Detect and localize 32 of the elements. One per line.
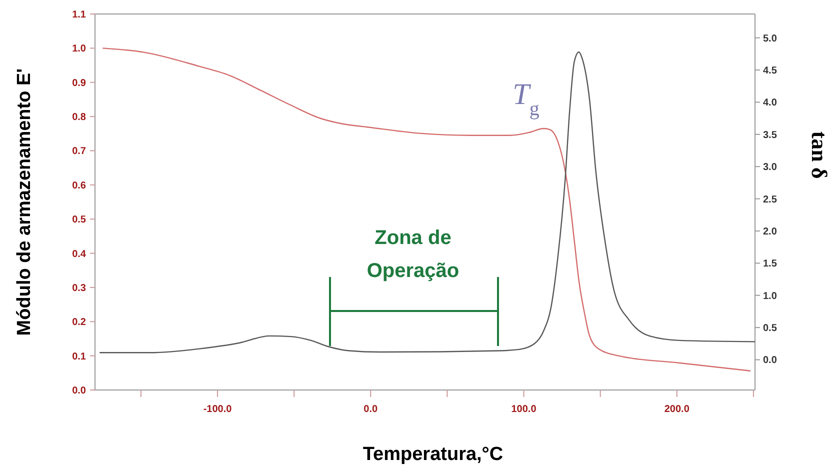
y-tick-label: 0.4 bbox=[72, 248, 86, 260]
y2-tick-label: 1.5 bbox=[763, 258, 778, 270]
x-axis-title: Temperatura,°C bbox=[362, 444, 504, 465]
y-tick-label: 0.7 bbox=[72, 146, 86, 158]
y-tick-label: 0.2 bbox=[72, 317, 86, 328]
y2-tick-label: 2.5 bbox=[763, 194, 778, 206]
x-tick-label: 200.0 bbox=[664, 404, 690, 415]
y2-tick-label: 1.0 bbox=[763, 290, 778, 302]
y2-axis-title: tan δ bbox=[807, 131, 832, 179]
y2-tick-label: 4.0 bbox=[763, 98, 778, 109]
y-tick-label: 1.0 bbox=[72, 44, 86, 55]
y-axis-title: Módulo de armazenamento E' bbox=[14, 68, 35, 336]
y-tick-label: 0.0 bbox=[72, 386, 86, 396]
annotation: Zona de Operação bbox=[366, 227, 460, 282]
y2-tick-label: 0.5 bbox=[763, 323, 778, 334]
y-tick-label: 0.1 bbox=[72, 351, 86, 362]
y-tick-label: 0.3 bbox=[72, 282, 86, 294]
y-tick-label: 0.9 bbox=[72, 78, 86, 89]
x-tick-label: 0.0 bbox=[364, 404, 378, 415]
y-tick-label: 0.5 bbox=[72, 214, 86, 226]
x-tick-label: 100.0 bbox=[511, 404, 537, 415]
y2-tick-label: 5.0 bbox=[763, 33, 778, 44]
y2-tick-label: 0.0 bbox=[763, 355, 778, 366]
y-tick-label: 1.1 bbox=[72, 10, 86, 20]
y2-tick-label: 4.5 bbox=[763, 66, 778, 77]
x-tick-label: -100.0 bbox=[203, 404, 232, 415]
y2-tick-label: 3.5 bbox=[763, 130, 778, 141]
y-tick-label: 0.8 bbox=[72, 112, 86, 124]
annotation: T$_{g}$ bbox=[512, 78, 540, 120]
y2-tick-label: 2.0 bbox=[763, 226, 778, 238]
y2-tick-label: 3.0 bbox=[763, 162, 778, 174]
y-tick-label: 0.6 bbox=[72, 180, 86, 192]
